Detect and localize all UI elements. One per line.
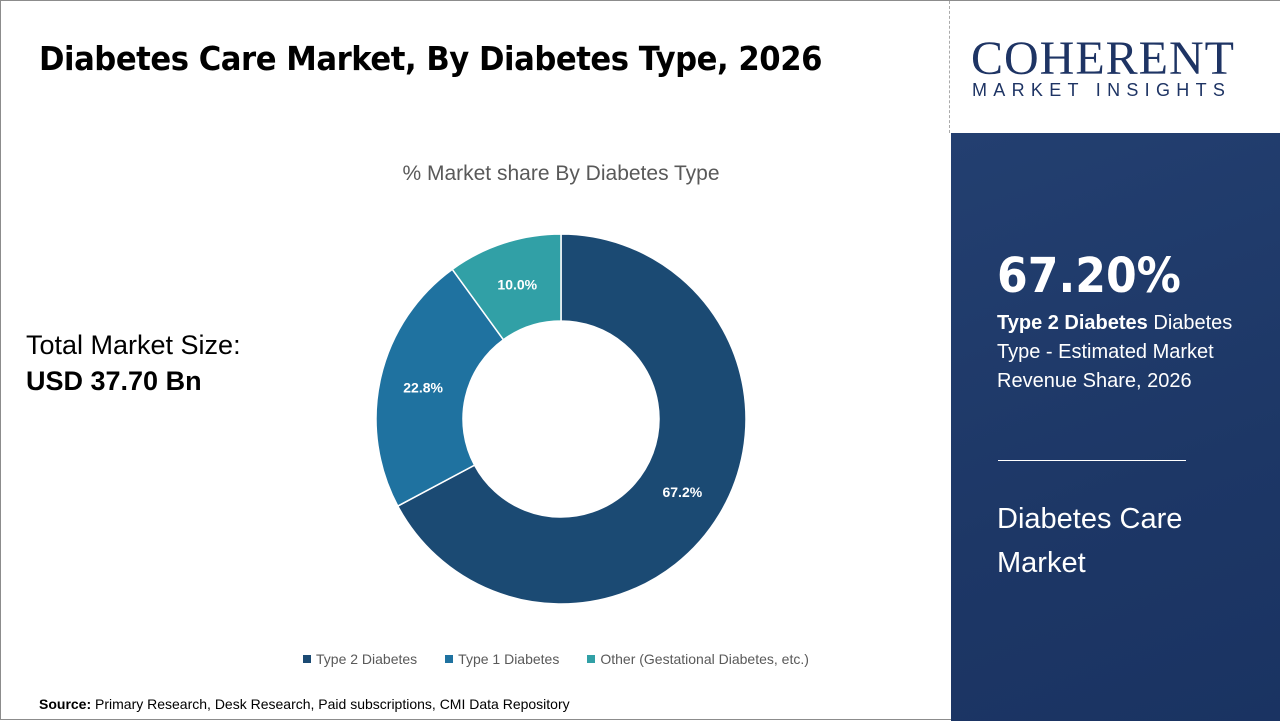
panel-divider: [998, 460, 1186, 461]
highlight-desc-rest: Diabetes Type - Estimated Market Revenue…: [997, 312, 1233, 392]
highlight-panel: 67.20% Type 2 Diabetes Diabetes Type - E…: [951, 133, 1280, 721]
highlight-description: Type 2 Diabetes Diabetes Type - Estimate…: [997, 309, 1267, 396]
logo: COHERENT MARKET INSIGHTS: [951, 1, 1280, 133]
logo-sub-text: MARKET INSIGHTS: [972, 80, 1232, 100]
legend-item: Other (Gestational Diabetes, etc.): [587, 651, 809, 667]
donut-slice: [396, 233, 747, 605]
legend-swatch: [587, 655, 596, 663]
total-value: USD 37.70 Bn: [26, 366, 202, 396]
market-name: Diabetes Care Market: [997, 503, 1183, 579]
divider: [949, 1, 950, 133]
data-label: 67.2%: [662, 484, 702, 500]
legend-item: Type 2 Diabetes: [303, 651, 417, 667]
data-label: 10.0%: [497, 276, 537, 292]
legend-item: Type 1 Diabetes: [445, 651, 559, 667]
legend-label: Other (Gestational Diabetes, etc.): [600, 651, 809, 667]
legend: Type 2 Diabetes Type 1 Diabetes Other (Ges…: [303, 651, 809, 667]
highlight-percentage: 67.20%: [997, 248, 1181, 304]
page-title: Diabetes Care Market, By Diabetes Type, …: [39, 39, 822, 78]
legend-swatch: [445, 655, 454, 663]
highlight-segment: Type 2 Diabetes: [997, 312, 1148, 334]
source-label: Source:: [39, 696, 92, 712]
data-label: 22.8%: [403, 379, 443, 395]
donut-slice: [451, 233, 562, 341]
total-market-size: Total Market Size: USD 37.70 Bn: [26, 327, 241, 399]
legend-swatch: [303, 655, 311, 663]
legend-label: Type 2 Diabetes: [316, 651, 418, 667]
donut-slice: [375, 268, 505, 508]
legend-label: Type 1 Diabetes: [458, 651, 560, 667]
chart-title: % Market share By Diabetes Type: [402, 162, 720, 185]
logo-main-text: COHERENT: [971, 32, 1235, 85]
total-label: Total Market Size:: [26, 330, 241, 360]
source-note: Source: Primary Research, Desk Research,…: [39, 696, 570, 712]
source-text: Primary Research, Desk Research, Paid su…: [91, 696, 570, 712]
